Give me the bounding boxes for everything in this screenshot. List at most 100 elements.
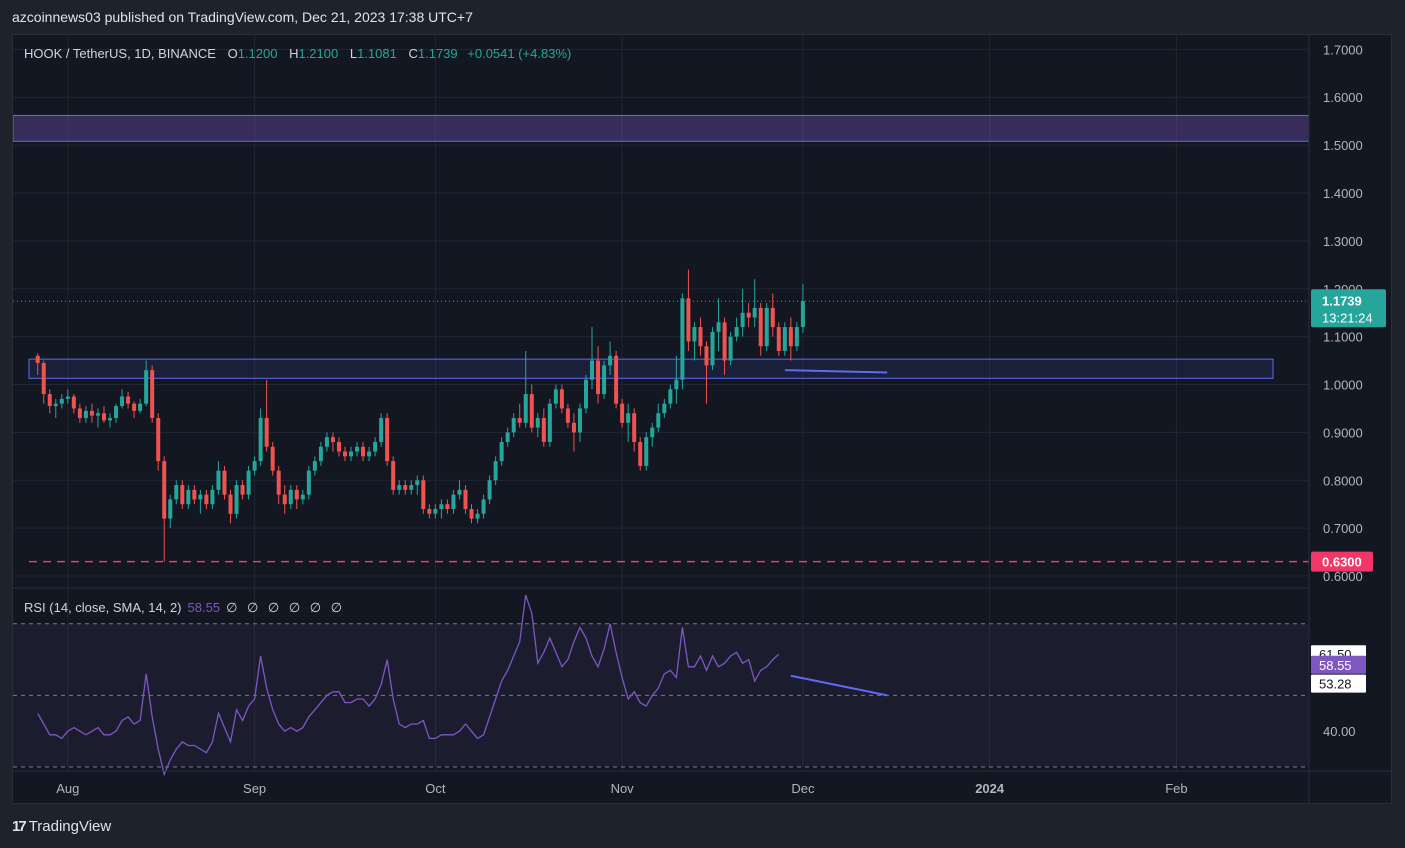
candle-body[interactable]: [252, 461, 257, 471]
candle-body[interactable]: [379, 418, 384, 442]
candle-body[interactable]: [77, 408, 82, 419]
candle-body[interactable]: [523, 394, 528, 423]
candle-body[interactable]: [487, 480, 492, 500]
candle-body[interactable]: [457, 489, 462, 495]
candle-body[interactable]: [427, 509, 432, 514]
candle-body[interactable]: [162, 461, 167, 519]
candle-body[interactable]: [355, 446, 360, 452]
candle-body[interactable]: [541, 418, 546, 442]
candle-body[interactable]: [590, 360, 595, 380]
candle-body[interactable]: [517, 418, 522, 423]
candle-body[interactable]: [740, 312, 745, 328]
candle-body[interactable]: [535, 418, 540, 428]
candle-body[interactable]: [114, 406, 119, 419]
candle-body[interactable]: [463, 489, 468, 509]
candle-body[interactable]: [367, 451, 372, 457]
candle-body[interactable]: [577, 408, 582, 433]
candle-body[interactable]: [403, 485, 408, 490]
candle-body[interactable]: [505, 432, 510, 442]
candle-body[interactable]: [53, 403, 58, 407]
candle-body[interactable]: [174, 485, 179, 500]
candle-body[interactable]: [210, 489, 215, 505]
price-trendline[interactable]: [784, 369, 888, 374]
candle-body[interactable]: [782, 327, 787, 351]
candle-body[interactable]: [192, 489, 197, 500]
candle-body[interactable]: [415, 480, 420, 486]
candle-body[interactable]: [583, 379, 588, 409]
candle-body[interactable]: [644, 437, 649, 466]
candle-body[interactable]: [373, 441, 378, 452]
chart-frame[interactable]: 1.70001.60001.50001.40001.30001.20001.10…: [12, 34, 1392, 804]
candle-body[interactable]: [433, 509, 438, 514]
symbol-label[interactable]: HOOK / TetherUS, 1D, BINANCE: [24, 46, 216, 61]
candle-body[interactable]: [475, 513, 480, 519]
candle-body[interactable]: [668, 389, 673, 404]
candle-body[interactable]: [204, 494, 209, 505]
candle-body[interactable]: [626, 413, 631, 423]
candle-body[interactable]: [306, 470, 311, 495]
candle-body[interactable]: [632, 413, 637, 442]
candle-body[interactable]: [361, 446, 366, 457]
candle-body[interactable]: [722, 322, 727, 361]
candle-body[interactable]: [312, 461, 317, 471]
candle-body[interactable]: [565, 408, 570, 423]
candle-body[interactable]: [222, 470, 227, 495]
chart-canvas[interactable]: 1.70001.60001.50001.40001.30001.20001.10…: [13, 35, 1392, 804]
candle-body[interactable]: [228, 494, 233, 514]
candle-body[interactable]: [258, 418, 263, 462]
candle-body[interactable]: [547, 403, 552, 442]
candle-body[interactable]: [529, 394, 534, 428]
rsi-label[interactable]: RSI (14, close, SMA, 14, 2): [24, 600, 182, 615]
candle-body[interactable]: [728, 336, 733, 361]
candle-body[interactable]: [499, 441, 504, 462]
candle-body[interactable]: [186, 489, 191, 505]
candle-body[interactable]: [608, 355, 613, 366]
candle-body[interactable]: [385, 418, 390, 462]
candle-body[interactable]: [620, 403, 625, 423]
candle-body[interactable]: [571, 422, 576, 433]
candle-body[interactable]: [439, 504, 444, 509]
candle-body[interactable]: [120, 396, 125, 407]
candle-body[interactable]: [101, 413, 106, 421]
candle-body[interactable]: [752, 307, 757, 318]
candle-body[interactable]: [324, 437, 329, 447]
candle-body[interactable]: [216, 470, 221, 490]
candle-body[interactable]: [680, 298, 685, 380]
candle-body[interactable]: [126, 396, 131, 404]
candle-body[interactable]: [198, 494, 203, 500]
candle-body[interactable]: [138, 403, 143, 411]
candle-body[interactable]: [746, 312, 751, 318]
candle-body[interactable]: [282, 494, 287, 505]
candle-body[interactable]: [71, 396, 76, 409]
candle-body[interactable]: [35, 355, 40, 363]
candle-body[interactable]: [349, 451, 354, 457]
candle-body[interactable]: [234, 485, 239, 514]
candle-body[interactable]: [650, 427, 655, 438]
rsi-trendline[interactable]: [790, 674, 888, 697]
candle-body[interactable]: [342, 451, 347, 457]
candle-body[interactable]: [41, 362, 46, 395]
candle-body[interactable]: [330, 437, 335, 442]
candle-body[interactable]: [180, 485, 185, 505]
candle-body[interactable]: [294, 489, 299, 500]
candle-body[interactable]: [397, 485, 402, 490]
candle-body[interactable]: [288, 489, 293, 505]
candle-body[interactable]: [656, 413, 661, 428]
candle-body[interactable]: [168, 499, 173, 519]
candle-body[interactable]: [156, 418, 161, 462]
candle-body[interactable]: [276, 470, 281, 495]
candle-body[interactable]: [132, 403, 137, 411]
candle-body[interactable]: [391, 461, 396, 490]
candle-body[interactable]: [704, 346, 709, 366]
candle-body[interactable]: [318, 446, 323, 462]
candle-body[interactable]: [710, 331, 715, 366]
candle-body[interactable]: [59, 398, 64, 404]
candle-body[interactable]: [686, 298, 691, 342]
candle-body[interactable]: [240, 485, 245, 495]
candle-body[interactable]: [264, 418, 269, 447]
candle-body[interactable]: [150, 370, 155, 419]
candle-body[interactable]: [336, 441, 341, 452]
candle-body[interactable]: [65, 396, 70, 399]
candle-body[interactable]: [698, 327, 703, 347]
candle-body[interactable]: [47, 394, 52, 407]
